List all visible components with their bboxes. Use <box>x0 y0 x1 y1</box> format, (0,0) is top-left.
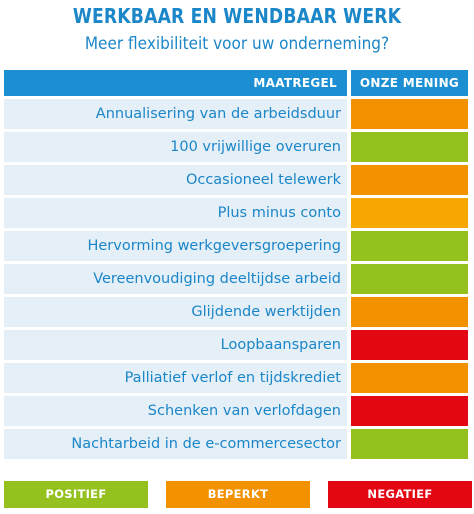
opinion-swatch-positief <box>351 132 468 162</box>
opinion-swatch-positief <box>351 264 468 294</box>
legend-negatief: NEGATIEF <box>328 481 472 508</box>
opinion-table: MAATREGEL ONZE MENING Annualisering van … <box>4 70 472 462</box>
table-row: Plus minus conto <box>4 198 472 228</box>
opinion-swatch-positief <box>351 231 468 261</box>
measure-label: Plus minus conto <box>4 198 347 228</box>
opinion-swatch-beperkt <box>351 198 468 228</box>
page-subtitle: Meer flexibiliteit voor uw onderneming? <box>84 34 390 54</box>
table-row: Glijdende werktijden <box>4 297 472 327</box>
opinion-swatch-beperkt <box>351 363 468 393</box>
measure-label: 100 vrijwillige overuren <box>4 132 347 162</box>
measure-label: Loopbaansparen <box>4 330 347 360</box>
legend-beperkt: BEPERKT <box>166 481 310 508</box>
measure-label: Schenken van verlofdagen <box>4 396 347 426</box>
table-row: Vereenvoudiging deeltijdse arbeid <box>4 264 472 294</box>
opinion-swatch-beperkt <box>351 165 468 195</box>
table-row: Nachtarbeid in de e-commercesector <box>4 429 472 459</box>
table-row: Schenken van verlofdagen <box>4 396 472 426</box>
column-header-opinion: ONZE MENING <box>351 70 468 96</box>
column-header-measure: MAATREGEL <box>4 70 347 96</box>
opinion-swatch-beperkt <box>351 99 468 129</box>
opinion-swatch-beperkt <box>351 297 468 327</box>
measure-label: Hervorming werkgeversgroepering <box>4 231 347 261</box>
table-header: MAATREGEL ONZE MENING <box>4 70 472 96</box>
table-row: Loopbaansparen <box>4 330 472 360</box>
opinion-swatch-negatief <box>351 396 468 426</box>
page-title: WERKBAAR EN WENDBAAR WERK <box>72 4 402 28</box>
measure-label: Palliatief verlof en tijdskrediet <box>4 363 347 393</box>
table-row: Occasioneel telewerk <box>4 165 472 195</box>
opinion-swatch-negatief <box>351 330 468 360</box>
measure-label: Occasioneel telewerk <box>4 165 347 195</box>
table-row: Annualisering van de arbeidsduur <box>4 99 472 129</box>
table-row: Palliatief verlof en tijdskrediet <box>4 363 472 393</box>
table-body: Annualisering van de arbeidsduur 100 vrij… <box>4 99 472 459</box>
measure-label: Nachtarbeid in de e-commercesector <box>4 429 347 459</box>
opinion-swatch-positief <box>351 429 468 459</box>
table-row: Hervorming werkgeversgroepering <box>4 231 472 261</box>
measure-label: Vereenvoudiging deeltijdse arbeid <box>4 264 347 294</box>
table-row: 100 vrijwillige overuren <box>4 132 472 162</box>
measure-label: Annualisering van de arbeidsduur <box>4 99 347 129</box>
legend-positief: POSITIEF <box>4 481 148 508</box>
measure-label: Glijdende werktijden <box>4 297 347 327</box>
